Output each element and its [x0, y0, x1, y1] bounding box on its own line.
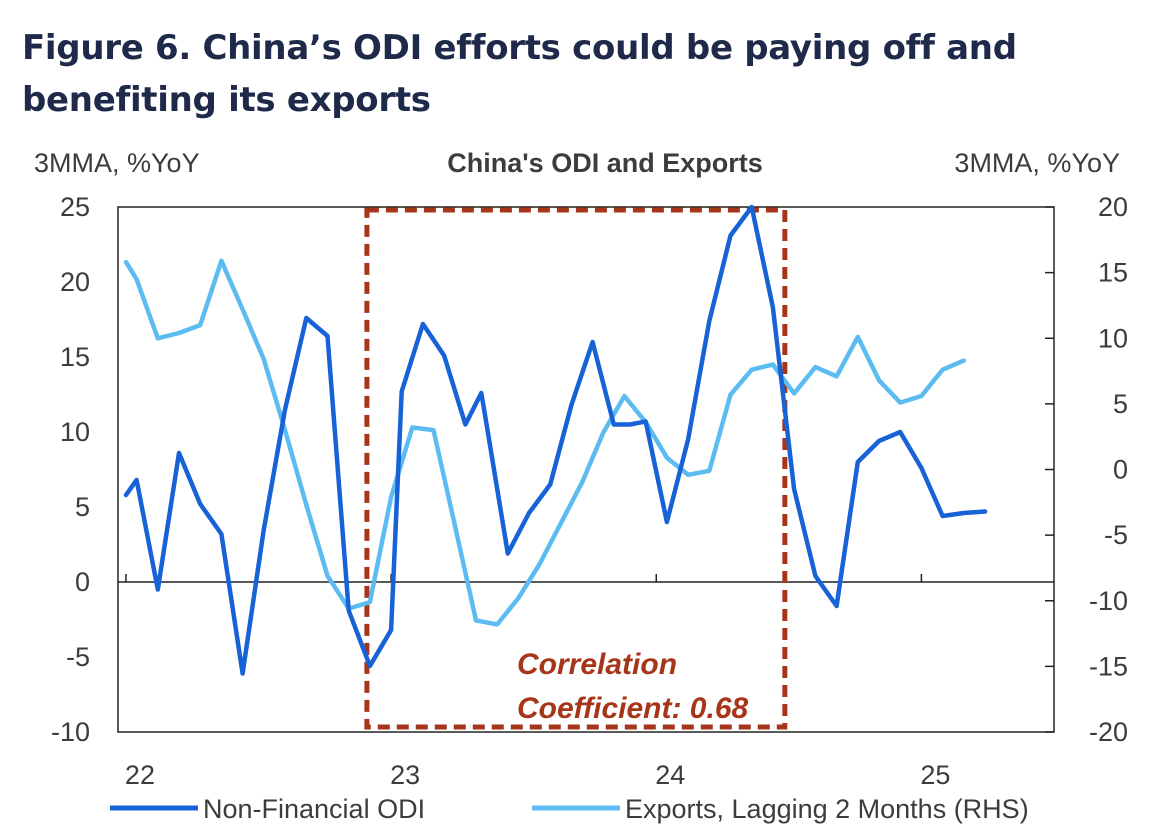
- right-y-tick-label: 5: [1113, 389, 1128, 419]
- x-tick-label: 24: [655, 760, 685, 790]
- series-lines: [123, 204, 988, 676]
- right-y-tick-label: -5: [1104, 520, 1128, 550]
- odi-series-line: [123, 204, 988, 676]
- correlation-window-box: [364, 207, 788, 730]
- left-y-tick-label: 0: [75, 567, 90, 597]
- right-y-tick-label: 0: [1113, 455, 1128, 485]
- left-y-tick-label: 15: [60, 342, 90, 372]
- legend-exports-label: Exports, Lagging 2 Months (RHS): [625, 794, 1029, 824]
- right-y-tick-label: -15: [1089, 651, 1128, 681]
- right-y-tick-label: 10: [1098, 323, 1128, 353]
- right-y-tick-label: 15: [1098, 258, 1128, 288]
- x-tick-label: 22: [125, 760, 155, 790]
- chart-axes: [117, 206, 1055, 733]
- left-y-tick-label: -10: [51, 717, 90, 747]
- exports-series-line: [123, 258, 967, 627]
- tick-labels: 22 23 24 25 25 20 15 10 5 0 -5 -10 20 15 10 5 0 -5 -10 -15 -…: [51, 192, 1128, 790]
- chart-text: 3MMA, %YoY China's ODI and Exports 3MMA,…: [34, 148, 1120, 725]
- right-y-tick-label: 20: [1098, 192, 1128, 222]
- left-y-tick-label: 25: [60, 192, 90, 222]
- x-tick-label: 23: [390, 760, 420, 790]
- left-y-tick-label: 10: [60, 417, 90, 447]
- correlation-annotation-line2: Coefficient: 0.68: [517, 692, 748, 725]
- left-y-tick-label: -5: [66, 642, 90, 672]
- x-tick-label: 25: [920, 760, 950, 790]
- legend-odi-label: Non-Financial ODI: [203, 794, 425, 824]
- legend: Non-Financial ODI Exports, Lagging 2 Mon…: [110, 794, 1029, 824]
- figure-title: Figure 6. China’s ODI efforts could be p…: [22, 28, 1017, 120]
- right-y-tick-label: -20: [1089, 717, 1128, 747]
- correlation-annotation-line1: Correlation: [517, 648, 677, 681]
- right-axis-label: 3MMA, %YoY: [954, 148, 1120, 178]
- highlight-box: [364, 207, 788, 730]
- left-axis-label: 3MMA, %YoY: [34, 148, 200, 178]
- right-y-tick-label: -10: [1089, 586, 1128, 616]
- chart-title: China's ODI and Exports: [447, 148, 762, 178]
- left-y-tick-label: 20: [60, 267, 90, 297]
- left-y-tick-label: 5: [75, 492, 90, 522]
